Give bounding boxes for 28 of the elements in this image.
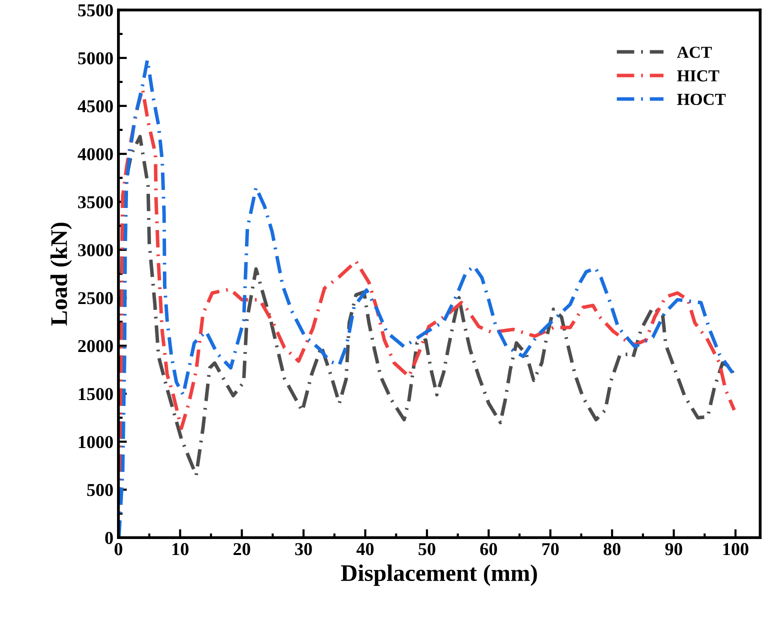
y-tick-label: 5500	[78, 4, 113, 16]
legend-label: ACT	[677, 46, 712, 58]
y-tick-label: 3000	[78, 244, 113, 256]
y-tick-label: 0	[105, 532, 113, 544]
y-tick-label: 5000	[78, 52, 113, 64]
x-tick-label: 20	[234, 543, 250, 556]
x-tick-label: 0	[114, 543, 122, 556]
legend-label: HICT	[677, 70, 720, 82]
x-tick-label: 10	[172, 543, 188, 556]
y-tick-label: 500	[87, 484, 113, 496]
y-axis-title: Load (kN)	[50, 222, 72, 326]
x-tick-label: 100	[723, 543, 748, 556]
y-tick-label: 2500	[78, 292, 113, 304]
legend-label: HOCT	[677, 94, 726, 106]
x-tick-label: 40	[356, 543, 374, 556]
x-tick-label: 60	[480, 543, 498, 556]
x-axis-title: Displacement (mm)	[341, 564, 537, 586]
x-tick-label: 90	[665, 543, 682, 556]
x-tick-label: 70	[542, 543, 559, 556]
y-tick-label: 4000	[78, 148, 113, 160]
x-tick-label: 30	[295, 543, 312, 556]
y-tick-label: 3500	[78, 196, 113, 208]
x-tick-label: 80	[604, 543, 620, 556]
y-tick-label: 2000	[78, 340, 113, 352]
y-tick-label: 1500	[78, 388, 113, 400]
y-tick-label: 1000	[78, 436, 113, 448]
x-tick-label: 50	[418, 543, 436, 556]
y-tick-label: 4500	[78, 100, 113, 112]
